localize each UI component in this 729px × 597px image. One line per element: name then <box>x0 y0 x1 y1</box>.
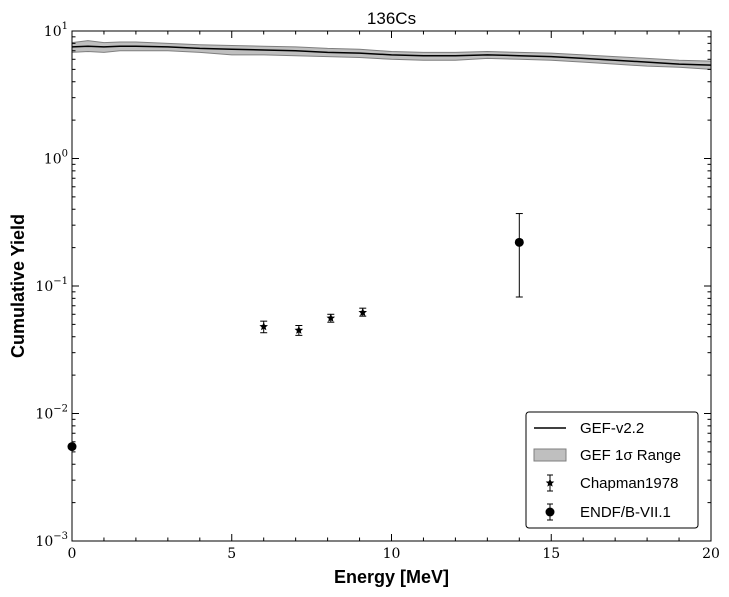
chapman-point-1 <box>294 325 304 334</box>
y-axis-label: Cumulative Yield <box>8 214 28 358</box>
legend-circle-marker <box>545 507 555 517</box>
x-tick-label: 10 <box>383 546 401 562</box>
legend-label: ENDF/B-VII.1 <box>580 504 671 521</box>
y-tick-label: 10−2 <box>35 404 68 423</box>
y-tick-label: 10−1 <box>35 276 68 295</box>
legend-label: Chapman1978 <box>580 475 678 492</box>
data-point-layer <box>67 213 524 452</box>
legend: GEF-v2.2 GEF 1σ Range Chapman1978 ENDF/B-VI… <box>525 411 699 529</box>
y-tick-label: 100 <box>44 149 68 168</box>
x-axis-label: Energy [MeV] <box>334 567 449 587</box>
axis-ticks: 0 5 10 15 20 10−3 10−2 10−1 100 101 <box>35 21 719 562</box>
x-tick-label: 15 <box>542 546 560 562</box>
chapman-point-0 <box>259 322 268 331</box>
gef-line-layer <box>71 45 712 66</box>
legend-box <box>525 411 699 529</box>
x-tick-label: 5 <box>227 546 236 562</box>
endf-point-1 <box>514 237 524 247</box>
chart-title: 136Cs <box>367 9 416 28</box>
x-tick-label: 0 <box>68 546 77 562</box>
y-tick-label: 101 <box>44 21 68 40</box>
legend-label: GEF 1σ Range <box>580 447 681 464</box>
x-tick-label: 20 <box>702 546 720 562</box>
gef-line <box>71 45 712 66</box>
legend-label: GEF-v2.2 <box>580 420 644 437</box>
chapman-point-3 <box>358 307 368 317</box>
y-tick-label: 10−3 <box>35 531 68 550</box>
chapman-point-2 <box>326 313 336 322</box>
legend-star-marker <box>545 478 555 487</box>
legend-band-swatch <box>533 448 567 462</box>
